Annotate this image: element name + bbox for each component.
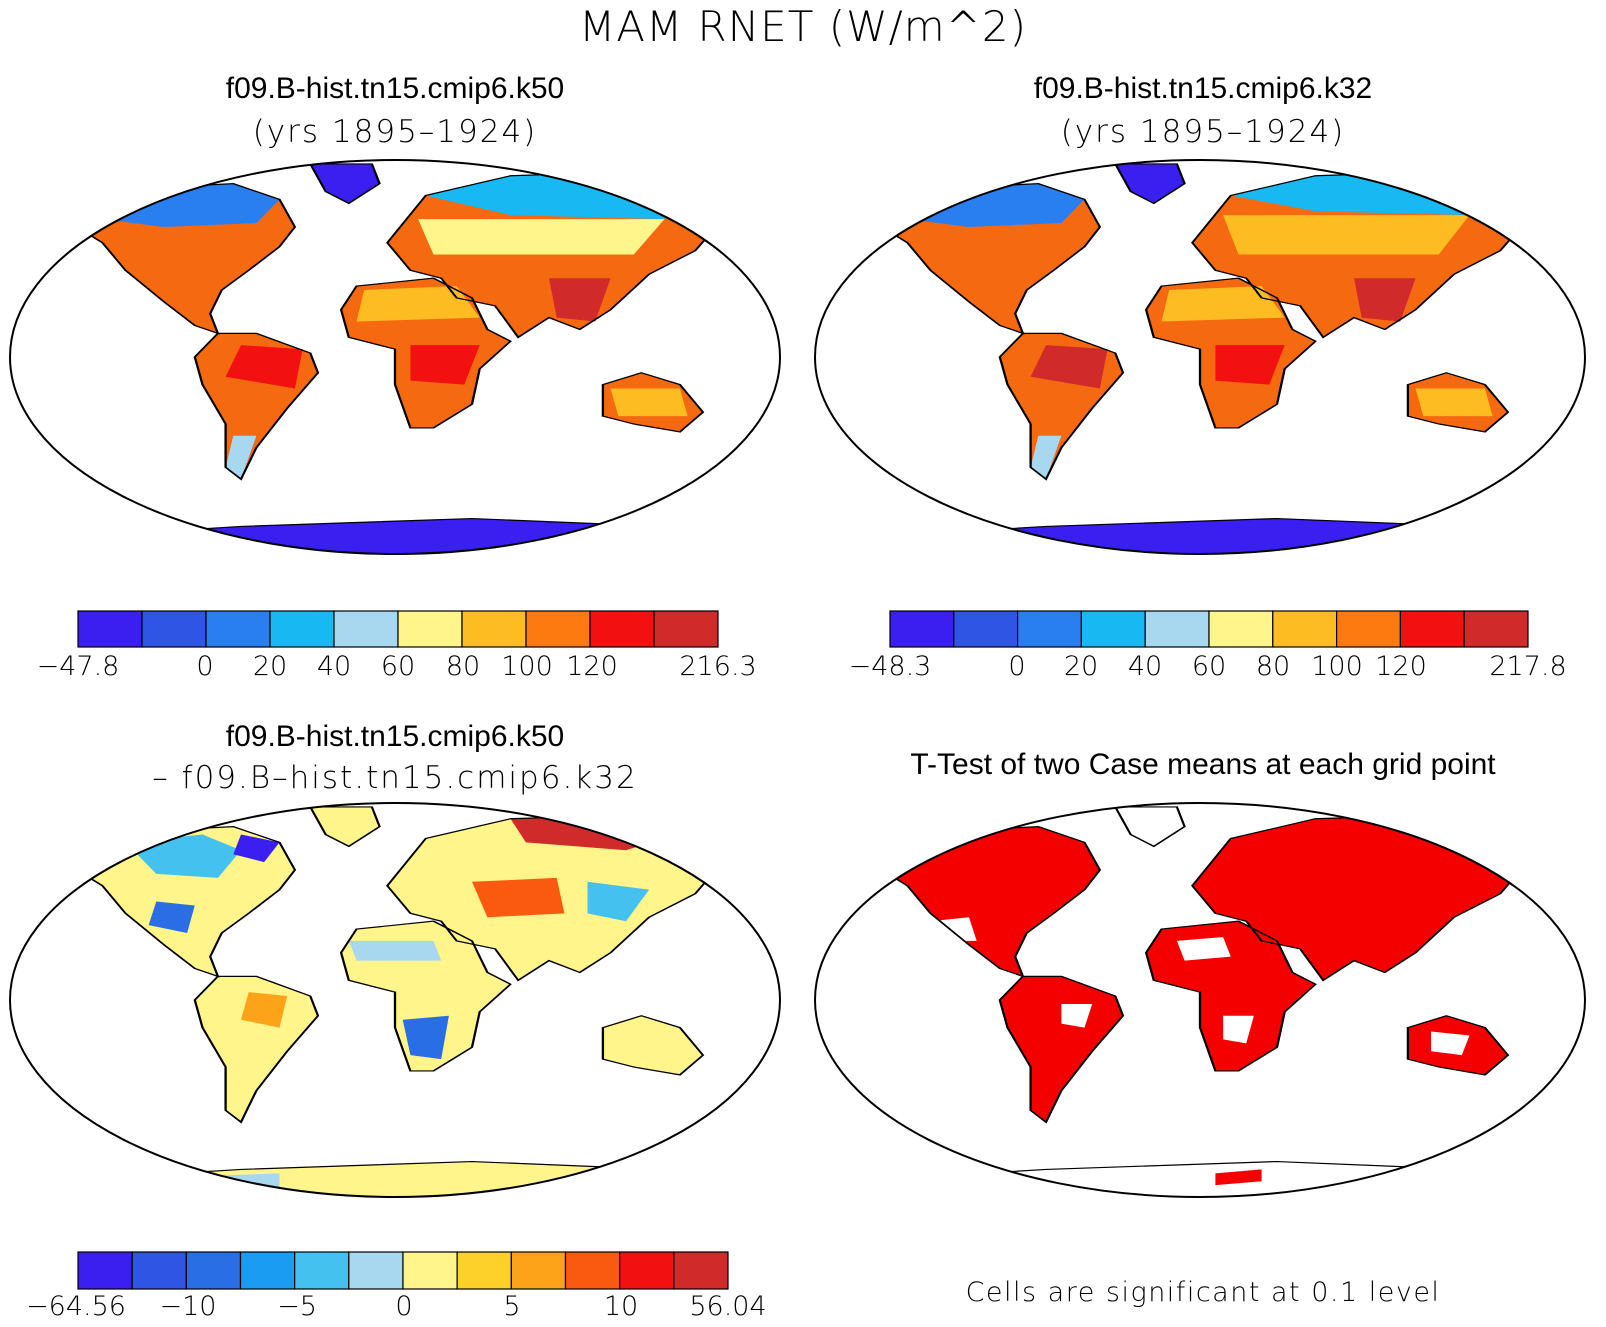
colorbar-swatch (589, 610, 655, 648)
figure-title: MAM RNET (W/m^2) (579, 2, 1027, 51)
colorbar-swatch (456, 1251, 512, 1290)
colorbar-swatch (510, 1251, 567, 1290)
map-panel-3 (9, 802, 781, 1198)
colorbar-swatch (141, 610, 207, 648)
colorbar-label: 0 (395, 1291, 413, 1322)
colorbar-label: 40 (316, 651, 352, 682)
colorbar-swatch (333, 610, 399, 648)
colorbar-panel-3 (77, 1251, 729, 1290)
colorbar-label: 216.3 (679, 651, 757, 682)
colorbar-label: 60 (380, 651, 416, 682)
colorbar-label: 40 (1127, 651, 1163, 682)
colorbar-swatch (953, 610, 1019, 648)
map-panel-1 (9, 159, 781, 555)
panel-3-subtitle: – f09.B–hist.tn15.cmip6.k32 (152, 760, 638, 796)
panel-3-title: f09.B-hist.tn15.cmip6.k50 (225, 720, 565, 753)
colorbar-swatch (673, 1251, 729, 1290)
panel-2-subtitle: (yrs 1895–1924) (1060, 114, 1346, 150)
colorbar-swatch (564, 1251, 621, 1290)
colorbar-swatch (269, 610, 335, 648)
colorbar-swatch (1272, 610, 1338, 648)
colorbar-swatch (1144, 610, 1210, 648)
colorbar-label: 217.8 (1489, 651, 1567, 682)
colorbar-swatch (77, 610, 143, 648)
colorbar-swatch (525, 610, 591, 648)
colorbar-swatch (653, 610, 719, 648)
significance-note: Cells are significant at 0.1 level (965, 1277, 1441, 1308)
colorbar-label: −48.3 (848, 651, 932, 682)
colorbar-swatch (348, 1251, 404, 1290)
panel-1-subtitle: (yrs 1895–1924) (252, 114, 538, 150)
colorbar-swatch (461, 610, 527, 648)
colorbar-swatch (1016, 610, 1082, 648)
colorbar-label: 0 (1008, 651, 1026, 682)
colorbar-label: 80 (1255, 651, 1291, 682)
colorbar-swatch (889, 610, 955, 648)
colorbar-swatch (1208, 610, 1274, 648)
colorbar-swatch (1399, 610, 1465, 648)
colorbar-swatch (239, 1251, 296, 1290)
colorbar-label: 80 (445, 651, 481, 682)
colorbar-swatch (294, 1251, 350, 1290)
colorbar-label: −47.8 (36, 651, 120, 682)
panel-4-title: T-Test of two Case means at each grid po… (910, 748, 1496, 781)
colorbar-label: 56.04 (689, 1291, 767, 1322)
panel-2-title: f09.B-hist.tn15.cmip6.k32 (1033, 72, 1373, 105)
colorbar-swatch (185, 1251, 242, 1290)
map-panel-4 (814, 802, 1586, 1198)
colorbar-swatch (131, 1251, 187, 1290)
colorbar-label: 0 (196, 651, 214, 682)
colorbar-label: 5 (503, 1291, 521, 1322)
colorbar-label: 60 (1191, 651, 1227, 682)
colorbar-label: 20 (252, 651, 288, 682)
colorbar-swatch (205, 610, 271, 648)
colorbar-swatch (402, 1251, 458, 1290)
colorbar-swatch (619, 1251, 675, 1290)
colorbar-label: 120 (566, 651, 618, 682)
colorbar-panel-1 (77, 610, 719, 648)
map-panel-2 (814, 159, 1586, 555)
colorbar-label: 100 (1311, 651, 1363, 682)
colorbar-label: −5 (277, 1291, 317, 1322)
colorbar-swatch (1335, 610, 1401, 648)
colorbar-swatch (1080, 610, 1146, 648)
panel-1-title: f09.B-hist.tn15.cmip6.k50 (225, 72, 565, 105)
colorbar-label: −64.56 (26, 1291, 126, 1322)
colorbar-label: 20 (1063, 651, 1099, 682)
colorbar-swatch (1463, 610, 1529, 648)
colorbar-label: −10 (159, 1291, 217, 1322)
colorbar-swatch (397, 610, 463, 648)
colorbar-label: 120 (1375, 651, 1427, 682)
colorbar-label: 10 (603, 1291, 639, 1322)
colorbar-swatch (77, 1251, 133, 1290)
colorbar-label: 100 (501, 651, 553, 682)
colorbar-panel-2 (889, 610, 1529, 648)
